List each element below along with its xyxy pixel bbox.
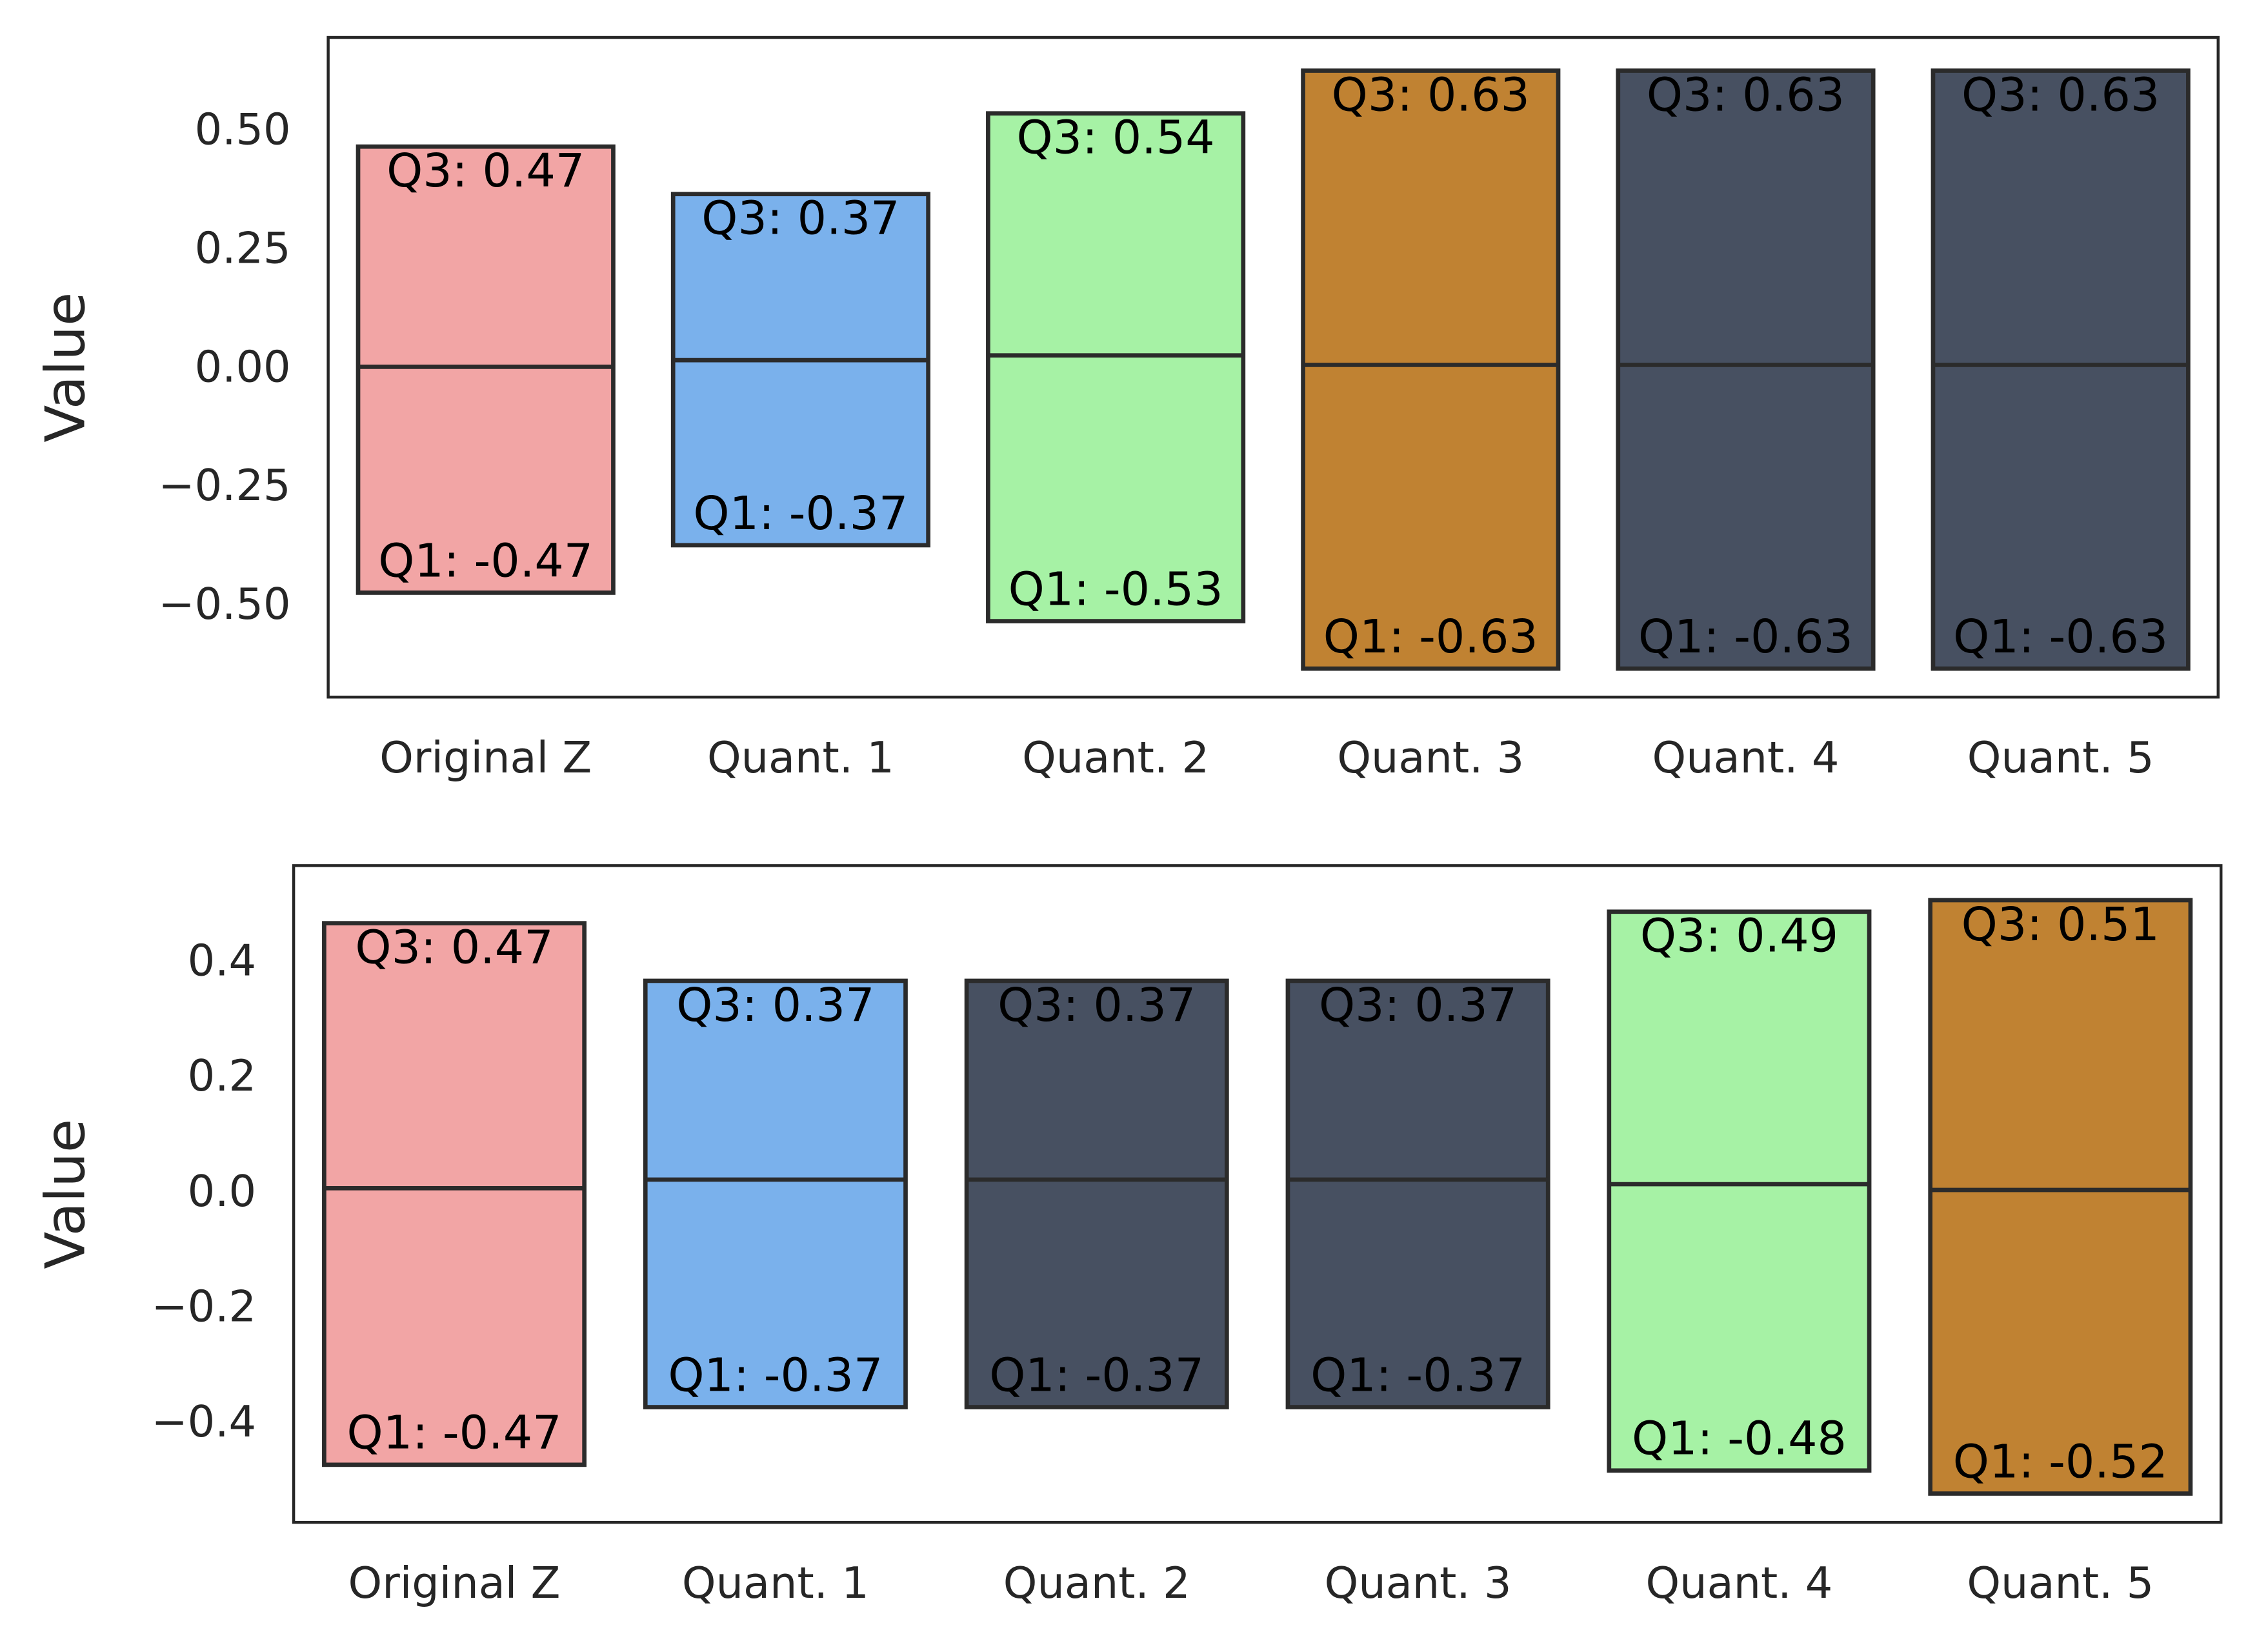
x-tick-label: Quant. 1 [707, 732, 894, 783]
y-tick-label: 0.2 [188, 1051, 256, 1101]
box [1931, 68, 2191, 671]
q1-label: Q1: -0.37 [693, 487, 908, 540]
y-tick-label: −0.4 [152, 1396, 257, 1447]
q3-label: Q3: 0.37 [701, 192, 899, 245]
q3-label: Q3: 0.37 [1319, 978, 1517, 1032]
q1-label: Q1: -0.47 [378, 534, 593, 587]
plot-frame [292, 864, 2223, 1524]
q1-label: Q1: -0.48 [1632, 1412, 1847, 1466]
x-tick-label: Quant. 5 [1967, 732, 2154, 783]
y-tick-label: 0.50 [195, 105, 291, 155]
q3-label: Q3: 0.47 [355, 921, 553, 974]
box [1607, 909, 1872, 1473]
x-tick-label: Original Z [379, 732, 592, 783]
q3-label: Q3: 0.63 [1961, 68, 2160, 121]
y-tick-label: −0.2 [152, 1281, 257, 1331]
y-tick-label: 0.0 [188, 1166, 256, 1216]
box [322, 921, 587, 1467]
x-tick-label: Original Z [348, 1558, 561, 1608]
x-tick-label: Quant. 5 [1967, 1558, 2154, 1608]
q1-label: Q1: -0.63 [1638, 610, 1853, 663]
q1-label: Q1: -0.53 [1008, 562, 1223, 616]
box [670, 192, 930, 548]
q3-label: Q3: 0.63 [1647, 68, 1845, 121]
q1-label: Q1: -0.47 [347, 1406, 562, 1460]
q3-label: Q3: 0.54 [1016, 111, 1214, 165]
q1-label: Q1: -0.37 [668, 1348, 883, 1402]
y-tick-label: −0.50 [159, 579, 291, 629]
box [1285, 978, 1550, 1409]
x-tick-label: Quant. 3 [1325, 1558, 1512, 1608]
box [1301, 68, 1561, 671]
y-tick-label: 0.00 [195, 341, 291, 392]
x-tick-label: Quant. 3 [1337, 732, 1524, 783]
q1-label: Q1: -0.63 [1953, 610, 2168, 663]
y-axis-label: Value [34, 292, 97, 443]
x-tick-label: Quant. 2 [1022, 732, 1209, 783]
y-tick-label: −0.25 [159, 460, 291, 510]
box [643, 978, 908, 1409]
q1-label: Q1: -0.37 [989, 1348, 1204, 1402]
box [986, 111, 1246, 623]
q3-label: Q3: 0.49 [1640, 909, 1838, 963]
q3-label: Q3: 0.37 [998, 978, 1196, 1032]
x-tick-label: Quant. 1 [682, 1558, 869, 1608]
x-tick-label: Quant. 2 [1003, 1558, 1190, 1608]
box [964, 978, 1229, 1409]
q1-label: Q1: -0.63 [1323, 610, 1538, 663]
q1-label: Q1: -0.37 [1310, 1348, 1525, 1402]
box [356, 144, 616, 595]
y-tick-label: 0.4 [188, 936, 256, 986]
q1-label: Q1: -0.52 [1953, 1435, 2168, 1488]
q3-label: Q3: 0.63 [1332, 68, 1530, 121]
x-tick-label: Quant. 4 [1652, 732, 1840, 783]
plot-frame [326, 35, 2220, 699]
q3-label: Q3: 0.47 [386, 144, 585, 197]
q3-label: Q3: 0.51 [1961, 898, 2160, 951]
y-axis-label: Value [34, 1119, 97, 1269]
box [1616, 68, 1876, 671]
y-tick-label: 0.25 [195, 223, 291, 273]
x-tick-label: Quant. 4 [1646, 1558, 1833, 1608]
q3-label: Q3: 0.37 [676, 978, 874, 1032]
box [1928, 898, 2193, 1496]
